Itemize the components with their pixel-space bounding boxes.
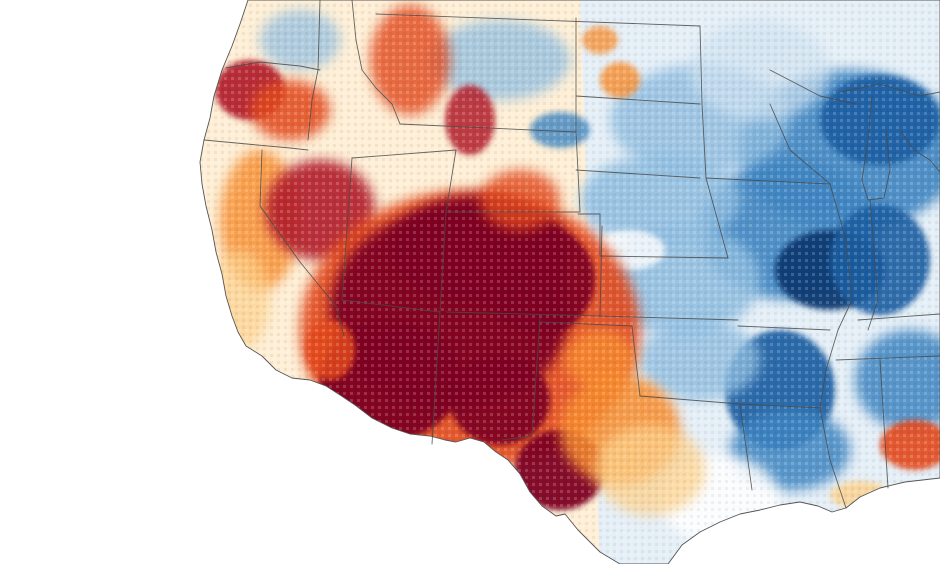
boundary-tx-panhandle: [539, 321, 641, 397]
state-boundaries: [199, 0, 940, 564]
boundary-il-in: [867, 199, 879, 331]
boundary-great-lakes-shore: [839, 83, 940, 97]
boundary-tn-south: [835, 355, 940, 361]
boundary-ca-nv: [259, 149, 345, 337]
boundary-mississippi-river: [769, 103, 853, 509]
boundary-ia-mo: [705, 177, 831, 185]
boundary-ut-az: [341, 299, 441, 313]
boundary-co-east: [599, 225, 603, 317]
boundary-ok-ks: [599, 315, 739, 321]
boundary-mo-ar: [737, 325, 831, 331]
boundary-sd-ne: [575, 169, 701, 179]
boundary-wy: [399, 123, 581, 213]
boundary-id-ut: [351, 149, 457, 159]
boundary-mn-west: [699, 25, 729, 259]
boundary-nv-ut: [341, 157, 353, 301]
boundary-nm-tx: [501, 317, 541, 441]
boundary-id-mt: [351, 0, 401, 125]
boundary-ar-la: [739, 403, 823, 409]
boundary-lake-michigan: [861, 95, 891, 201]
boundary-or-ca: [203, 139, 309, 151]
boundary-mi-lower: [899, 129, 940, 173]
boundary-az-nm: [431, 311, 441, 445]
boundary-ms-al: [879, 359, 889, 489]
boundary-wi-mi: [769, 69, 857, 105]
boundary-la-tx: [739, 403, 753, 491]
boundary-mt-east: [375, 13, 701, 27]
boundary-ky-tn: [857, 313, 940, 321]
boundary-nd-sd: [575, 95, 701, 105]
boundary-ok-tx: [639, 395, 741, 405]
boundary-ne-ks: [577, 213, 729, 259]
boundary-idaho-west: [307, 0, 321, 141]
boundary-co-south: [445, 311, 603, 317]
boundary-wa-or: [225, 61, 321, 71]
